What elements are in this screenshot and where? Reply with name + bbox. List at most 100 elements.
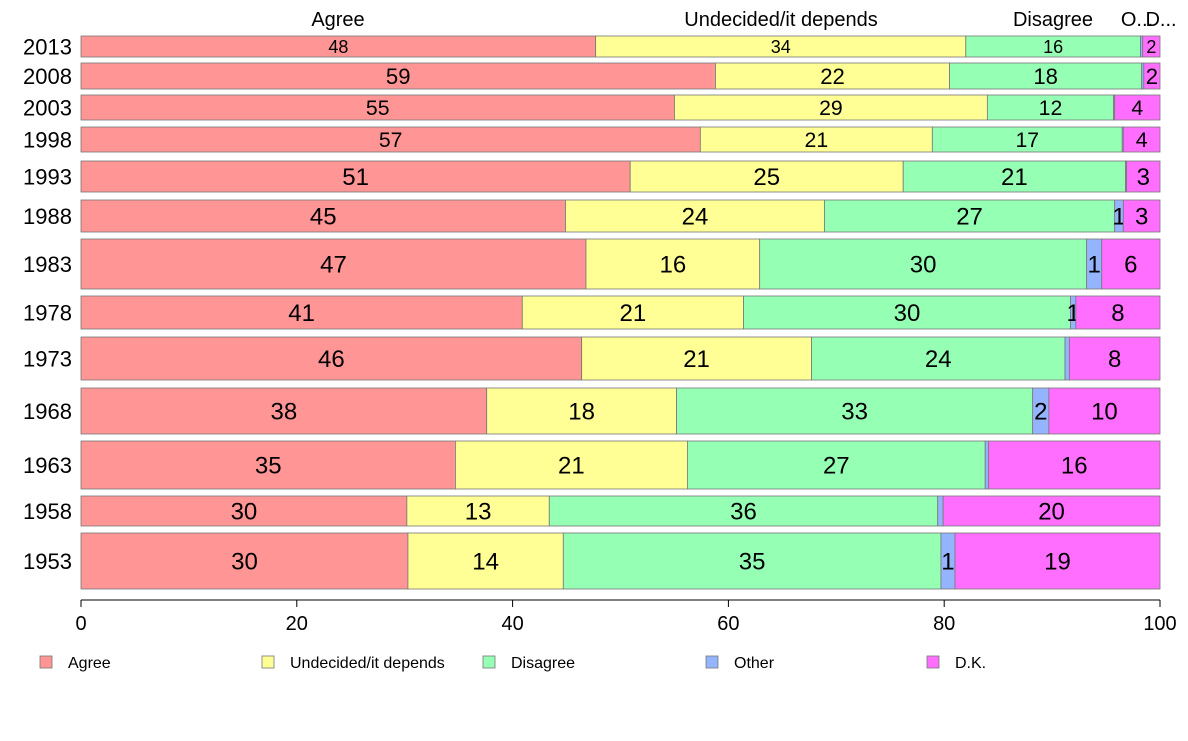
- top-series-label: Undecided/it depends: [684, 9, 877, 31]
- bar-segment: [80, 495, 408, 527]
- bar-segment: [80, 440, 456, 490]
- bar-segment: [80, 126, 701, 153]
- bar-segment: [1126, 160, 1161, 193]
- bar-segment: [80, 238, 587, 290]
- bar-segment: [988, 440, 1161, 490]
- data-label: 21: [805, 128, 829, 152]
- data-label: 59: [386, 64, 411, 89]
- bar-segment: [699, 126, 933, 153]
- data-label: 4: [1131, 96, 1143, 120]
- data-label: 24: [925, 346, 952, 373]
- top-series-label: Agree: [311, 9, 364, 31]
- bar-segment: [986, 94, 1115, 121]
- bar-segment: [1142, 35, 1161, 58]
- data-label: 25: [753, 164, 780, 191]
- legend-label: D.K.: [955, 655, 986, 672]
- data-label: 21: [558, 453, 585, 480]
- data-label: 18: [1033, 64, 1058, 89]
- bar-segment: [743, 295, 1071, 330]
- data-label: 36: [730, 499, 757, 526]
- bar-segment: [565, 199, 825, 233]
- data-label: 21: [620, 300, 647, 327]
- data-label: 27: [956, 204, 983, 231]
- x-tick-label: 20: [286, 613, 308, 635]
- bar-segment: [521, 295, 744, 330]
- data-label: 1: [1112, 204, 1125, 231]
- x-tick-label: 0: [75, 613, 86, 635]
- bar-segment: [585, 238, 761, 290]
- bar-segment: [949, 62, 1143, 90]
- category-label: 1963: [23, 453, 72, 478]
- data-label: 41: [288, 300, 315, 327]
- bar-segment: [629, 160, 904, 193]
- data-label: 22: [820, 64, 845, 89]
- bar-segment: [562, 532, 942, 590]
- category-label: 1983: [23, 252, 72, 277]
- data-label: 55: [366, 96, 390, 120]
- bar-segment: [1122, 126, 1161, 153]
- data-label: 3: [1137, 164, 1150, 191]
- legend-label: Disagree: [511, 655, 575, 672]
- data-label: 12: [1039, 96, 1063, 120]
- bar-segment: [406, 495, 550, 527]
- bar-segment: [1075, 295, 1161, 330]
- data-label: 47: [320, 252, 347, 279]
- data-label: 16: [1043, 37, 1063, 57]
- bar-segment: [954, 532, 1161, 590]
- data-label: 14: [472, 549, 499, 576]
- category-label: 2008: [23, 64, 72, 89]
- data-label: 13: [465, 499, 492, 526]
- legend-swatch: [705, 655, 719, 669]
- bar-segment: [455, 440, 688, 490]
- legend-swatch: [39, 655, 53, 669]
- category-label: 1953: [23, 549, 72, 574]
- data-label: 30: [910, 252, 937, 279]
- category-label: 1973: [23, 347, 72, 372]
- category-label: 1958: [23, 499, 72, 524]
- bar-segment: [80, 336, 583, 381]
- category-label: 1998: [23, 128, 72, 153]
- data-label: 57: [379, 128, 403, 152]
- bar-segment: [811, 336, 1066, 381]
- data-label: 16: [659, 252, 686, 279]
- data-label: 2: [1146, 37, 1156, 57]
- legend-label: Agree: [68, 655, 111, 672]
- bar-segment: [942, 495, 1161, 527]
- bar-segment: [686, 440, 986, 490]
- data-label: 38: [271, 399, 298, 426]
- bar-segment: [1114, 94, 1161, 121]
- bar-segment: [902, 160, 1126, 193]
- bar-segment: [80, 62, 716, 90]
- legend-swatch: [482, 655, 496, 669]
- bar-segment: [937, 495, 944, 527]
- bar-segment: [676, 387, 1034, 435]
- x-tick-label: 40: [501, 613, 523, 635]
- data-label: 20: [1038, 499, 1065, 526]
- bar-segment: [1143, 62, 1161, 90]
- data-label: 30: [894, 300, 921, 327]
- data-label: 10: [1091, 399, 1118, 426]
- legend-swatch: [926, 655, 940, 669]
- data-label: 30: [231, 549, 258, 576]
- data-label: 33: [841, 399, 868, 426]
- data-label: 48: [328, 37, 348, 57]
- data-label: 6: [1124, 252, 1137, 279]
- data-label: 16: [1061, 453, 1088, 480]
- data-label: 2: [1034, 399, 1047, 426]
- category-label: 2003: [23, 96, 72, 121]
- category-label: 1988: [23, 204, 72, 229]
- data-label: 1: [1088, 252, 1101, 279]
- data-label: 2: [1146, 64, 1158, 89]
- data-label: 17: [1015, 128, 1039, 152]
- bar-segment: [80, 295, 523, 330]
- category-label: 1968: [23, 399, 72, 424]
- data-label: 29: [819, 96, 843, 120]
- bar-segment: [931, 126, 1123, 153]
- x-tick-label: 80: [933, 613, 955, 635]
- data-label: 21: [1001, 164, 1028, 191]
- data-label: 34: [771, 37, 791, 57]
- data-label: 30: [231, 499, 258, 526]
- bar-segment: [1048, 387, 1161, 435]
- bar-segment: [1101, 238, 1161, 290]
